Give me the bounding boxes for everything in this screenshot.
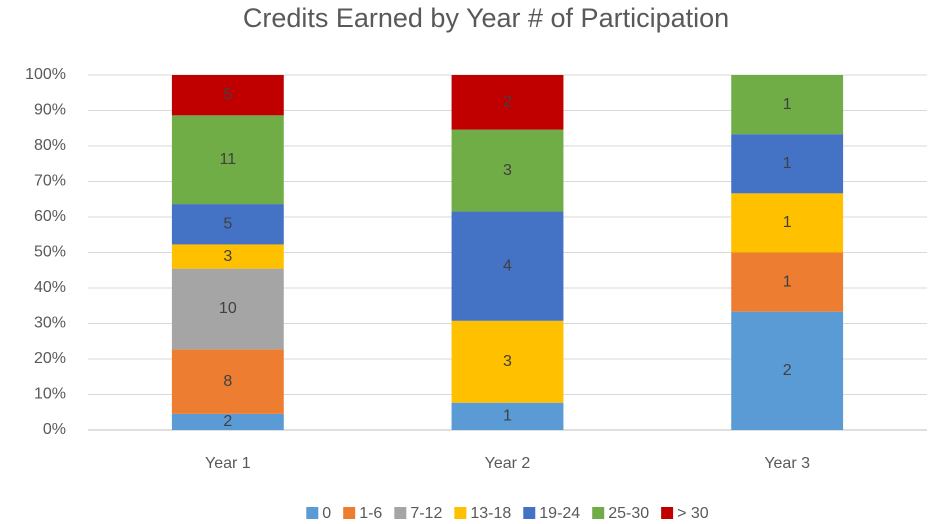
x-tick-label: Year 1 bbox=[205, 455, 251, 472]
legend-swatch bbox=[523, 507, 536, 519]
y-tick-label: 30% bbox=[34, 315, 66, 332]
chart-title: Credits Earned by Year # of Participatio… bbox=[243, 3, 729, 33]
data-label: 5 bbox=[223, 215, 232, 232]
bar-segment bbox=[451, 75, 564, 130]
bar-segment bbox=[171, 244, 284, 269]
legend-swatch bbox=[454, 507, 467, 519]
data-label: 3 bbox=[503, 162, 512, 179]
bar-segment bbox=[451, 211, 564, 321]
legend-label: 1-6 bbox=[359, 505, 382, 522]
x-tick-label: Year 2 bbox=[485, 455, 531, 472]
bar-segment bbox=[451, 320, 564, 403]
bar-segment bbox=[731, 252, 844, 312]
data-label: 11 bbox=[220, 151, 237, 168]
bar-segment bbox=[731, 311, 844, 430]
legend-label: 25-30 bbox=[608, 505, 649, 522]
bar-segment bbox=[171, 204, 284, 245]
data-label: 1 bbox=[783, 155, 792, 172]
y-tick-label: 100% bbox=[25, 66, 66, 83]
y-tick-label: 10% bbox=[34, 386, 66, 403]
bar-segment bbox=[171, 349, 284, 414]
data-label: 5 bbox=[223, 86, 232, 103]
data-label: 2 bbox=[783, 362, 792, 379]
legend-label: 13-18 bbox=[470, 505, 511, 522]
bar-segment bbox=[451, 129, 564, 212]
data-label: 1 bbox=[503, 408, 512, 425]
data-label: 1 bbox=[783, 273, 792, 290]
data-label: 8 bbox=[223, 373, 232, 390]
bar-segment bbox=[171, 268, 284, 350]
data-label: 1 bbox=[783, 214, 792, 231]
legend-swatch bbox=[661, 507, 674, 519]
data-label: 2 bbox=[223, 413, 232, 430]
y-tick-label: 40% bbox=[34, 279, 66, 296]
legend-label: > 30 bbox=[677, 505, 709, 522]
bar-segment bbox=[451, 402, 564, 430]
y-tick-label: 70% bbox=[34, 173, 66, 190]
data-label: 4 bbox=[503, 257, 512, 274]
data-label: 3 bbox=[223, 248, 232, 265]
legend-swatch bbox=[343, 507, 356, 519]
bar-segment bbox=[731, 75, 844, 135]
y-tick-label: 0% bbox=[43, 421, 66, 438]
data-label: 1 bbox=[783, 96, 792, 113]
y-tick-label: 80% bbox=[34, 137, 66, 154]
data-label: 2 bbox=[503, 94, 512, 111]
bar-segment bbox=[171, 413, 284, 430]
y-tick-label: 60% bbox=[34, 208, 66, 225]
legend-swatch bbox=[306, 507, 319, 519]
legend-swatch bbox=[394, 507, 407, 519]
legend-label: 7-12 bbox=[410, 505, 442, 522]
legend: 0 1-6 7-12 13-18 19-24 25-30 > 30 bbox=[306, 505, 709, 522]
legend-label: 0 bbox=[322, 505, 331, 522]
y-tick-label: 50% bbox=[34, 244, 66, 261]
bar-segment bbox=[171, 75, 284, 116]
y-tick-label: 90% bbox=[34, 102, 66, 119]
bar-segment bbox=[731, 193, 844, 253]
bar-segment bbox=[731, 134, 844, 194]
data-label: 10 bbox=[219, 300, 237, 317]
y-tick-label: 20% bbox=[34, 350, 66, 367]
legend-label: 19-24 bbox=[539, 505, 580, 522]
legend-swatch bbox=[592, 507, 605, 519]
bar-segment bbox=[171, 115, 284, 205]
x-tick-label: Year 3 bbox=[764, 455, 810, 472]
data-label: 3 bbox=[503, 353, 512, 370]
